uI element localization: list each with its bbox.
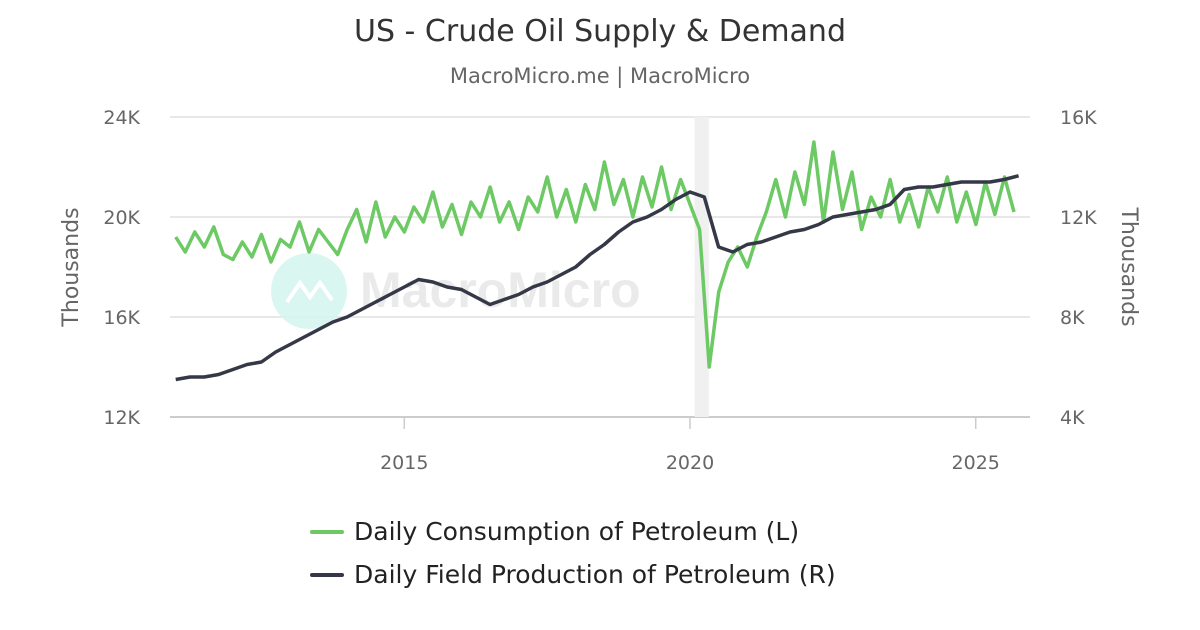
series-line-production — [175, 174, 1020, 382]
y-right-tick-label: 16K — [1060, 107, 1097, 129]
legend: Daily Consumption of Petroleum (L) Daily… — [310, 510, 836, 596]
watermark: MacroMicro — [271, 253, 641, 329]
watermark-logo-icon — [271, 253, 347, 329]
x-tick-label: 2015 — [380, 452, 428, 474]
watermark-text: MacroMicro — [360, 262, 641, 318]
chart-subtitle: MacroMicro.me | MacroMicro — [449, 64, 751, 88]
legend-label: Daily Field Production of Petroleum (R) — [354, 560, 836, 589]
y-right-tick-label: 12K — [1060, 207, 1097, 229]
y-right-tick-label: 8K — [1060, 307, 1085, 329]
chart-title: US - Crude Oil Supply & Demand — [354, 14, 846, 49]
y-left-tick-label: 24K — [103, 107, 140, 129]
legend-swatch — [310, 529, 344, 534]
series-line-consumption — [174, 140, 1016, 369]
x-tick-label: 2025 — [952, 452, 1000, 474]
y-right-label: Thousands — [1116, 206, 1141, 326]
y-left-label: Thousands — [59, 207, 84, 327]
y-left-tick-label: 12K — [103, 407, 140, 429]
y-left-tick-label: 16K — [103, 307, 140, 329]
legend-swatch — [310, 572, 344, 577]
legend-label: Daily Consumption of Petroleum (L) — [354, 517, 800, 546]
x-tick-label: 2020 — [666, 452, 714, 474]
legend-item-production[interactable]: Daily Field Production of Petroleum (R) — [310, 553, 836, 596]
y-left-tick-label: 20K — [103, 207, 140, 229]
y-right-tick-label: 4K — [1060, 407, 1085, 429]
watermark-logo-line — [285, 279, 334, 304]
legend-item-consumption[interactable]: Daily Consumption of Petroleum (L) — [310, 510, 836, 553]
